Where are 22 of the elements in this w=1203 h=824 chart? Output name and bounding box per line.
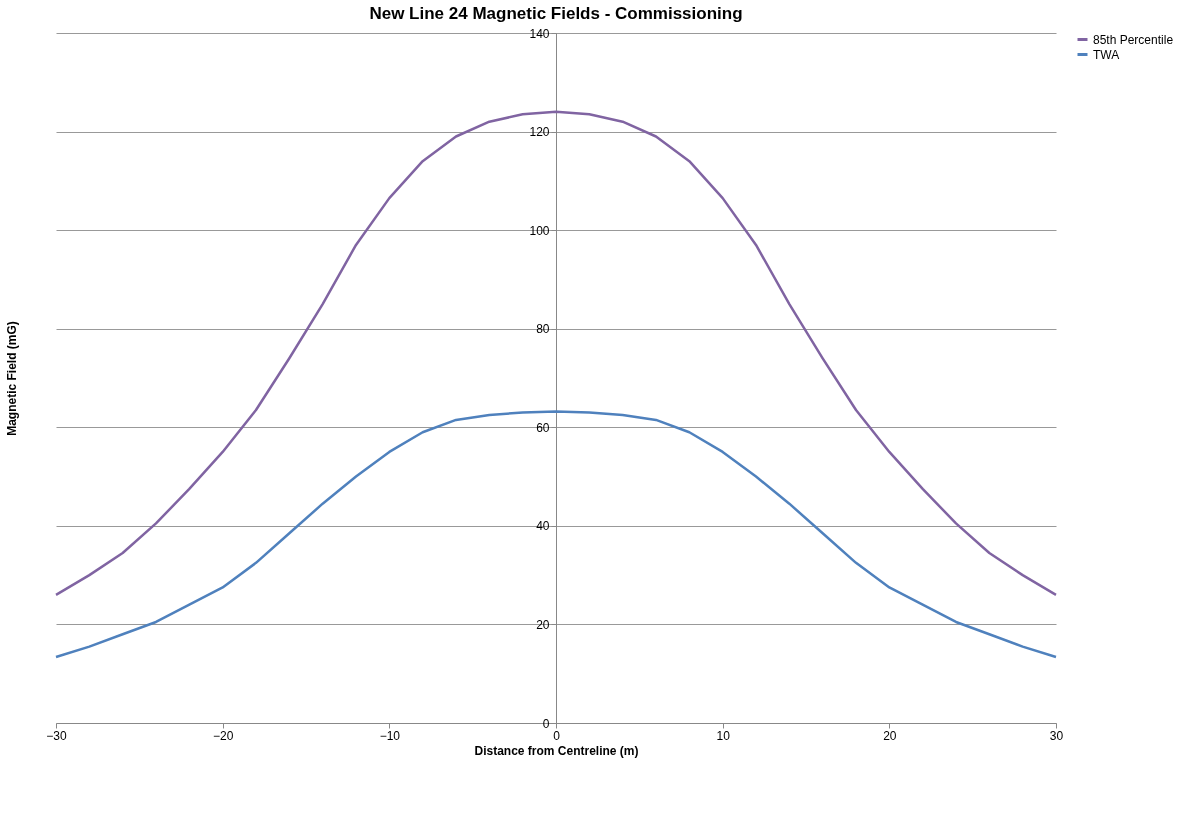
x-tick-label: 10 bbox=[716, 728, 731, 743]
x-tick-label: −20 bbox=[212, 728, 234, 743]
line-series bbox=[54, 410, 1058, 659]
x-tick-label: −30 bbox=[46, 728, 67, 743]
legend-label: 85th Percentile bbox=[1093, 32, 1174, 47]
y-tick-label: 140 bbox=[529, 26, 550, 41]
y-tick-label: 80 bbox=[536, 322, 550, 337]
y-tick-label: 40 bbox=[536, 519, 550, 534]
y-tick-label: 120 bbox=[529, 125, 550, 140]
y-axis-title: Magnetic Field (mG) bbox=[5, 321, 20, 436]
line-series bbox=[54, 110, 1058, 597]
y-tick-label: 0 bbox=[542, 716, 550, 731]
y-tick-label: 100 bbox=[529, 223, 550, 238]
y-tick-label: 60 bbox=[536, 420, 550, 435]
x-tick-label: 20 bbox=[883, 728, 897, 743]
x-tick-label: 30 bbox=[1049, 728, 1064, 743]
chart-title: New Line 24 Magnetic Fields - Commissioning bbox=[369, 4, 743, 23]
x-axis-title: Distance from Centreline (m) bbox=[474, 743, 639, 758]
x-tick-label: −10 bbox=[379, 728, 401, 743]
y-tick-label: 20 bbox=[536, 617, 550, 632]
legend-label: TWA bbox=[1093, 47, 1120, 62]
x-tick-label: 0 bbox=[553, 728, 561, 743]
